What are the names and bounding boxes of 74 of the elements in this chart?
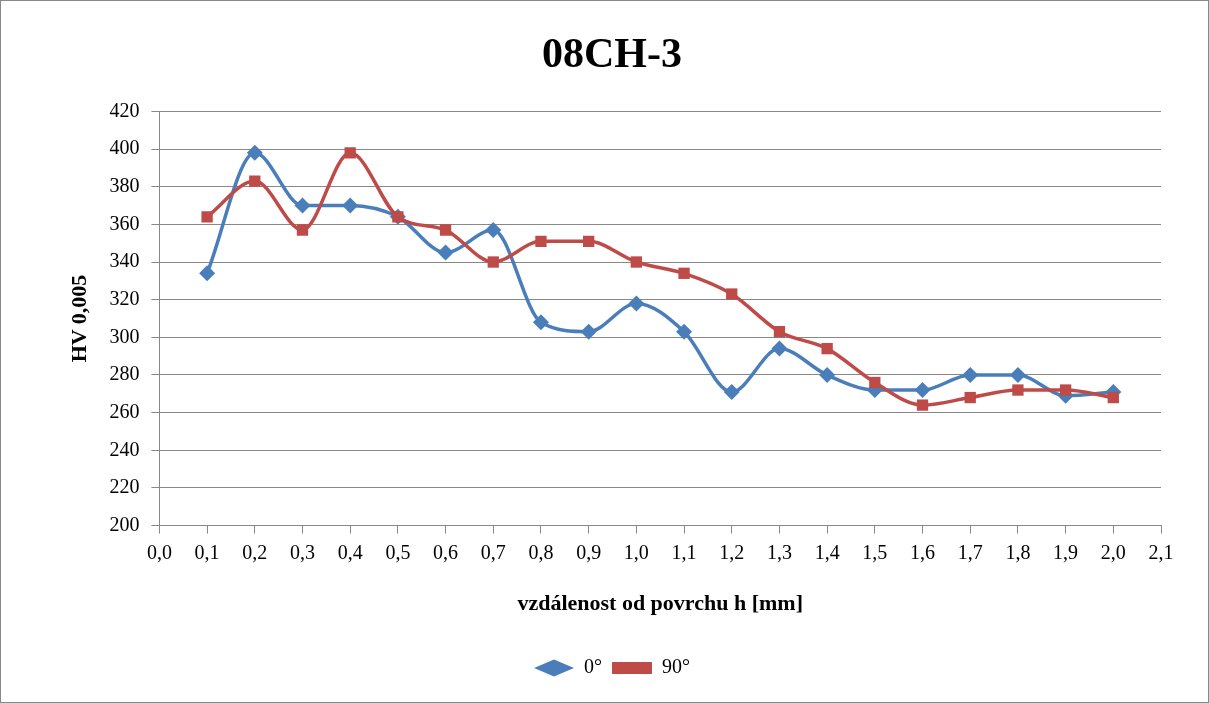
- x-tick-label: 0,6: [433, 540, 459, 563]
- x-tick-label: 0,3: [289, 540, 315, 563]
- point: [583, 235, 595, 247]
- x-tick-label: 0,0: [146, 540, 172, 563]
- point: [723, 383, 740, 400]
- point: [1012, 384, 1024, 396]
- y-tick-label: 360: [109, 211, 140, 234]
- point: [628, 295, 645, 312]
- x-tick-label: 1,8: [1005, 540, 1031, 563]
- point: [439, 224, 452, 236]
- point: [487, 256, 499, 268]
- x-tick-label: 0,7: [480, 540, 506, 563]
- y-tick-label: 240: [109, 437, 140, 460]
- x-tick-label: 1,7: [957, 540, 983, 563]
- point: [914, 382, 931, 399]
- x-tick-label: 0,1: [194, 540, 220, 563]
- point: [962, 366, 979, 383]
- x-tick-label: 2,0: [1100, 540, 1126, 563]
- x-tick-label: 1,2: [719, 540, 745, 563]
- point: [676, 323, 693, 340]
- point: [580, 323, 597, 340]
- point: [916, 399, 929, 411]
- x-tick-label: 2,1: [1148, 540, 1174, 563]
- point: [437, 244, 454, 261]
- x-tick-label: 0,9: [576, 540, 602, 563]
- x-tick-label: 1,9: [1053, 540, 1079, 563]
- x-tick-label: 1,3: [766, 540, 792, 563]
- x-tick-label: 0,8: [528, 540, 554, 563]
- point: [771, 340, 788, 357]
- x-tick-label: 1,6: [910, 540, 936, 563]
- point: [869, 376, 881, 389]
- point: [294, 197, 311, 214]
- point: [201, 211, 213, 223]
- y-tick-label: 420: [109, 98, 140, 121]
- y-tick-label: 320: [109, 286, 140, 309]
- y-axis-title: HV 0,005: [65, 274, 91, 363]
- point: [296, 224, 309, 236]
- y-tick-label: 400: [109, 136, 140, 159]
- legend-label: 0°: [584, 655, 602, 678]
- x-tick-label: 0,4: [337, 540, 363, 563]
- point: [1059, 384, 1072, 396]
- x-axis-title: vzdálenost od povrchu h [mm]: [517, 590, 804, 616]
- y-tick-label: 300: [109, 324, 140, 347]
- point: [246, 144, 263, 161]
- x-tick-label: 1,5: [862, 540, 888, 563]
- y-tick-label: 380: [109, 173, 140, 196]
- x-tick-label: 1,4: [814, 540, 840, 563]
- point: [342, 197, 359, 214]
- point: [678, 267, 690, 279]
- x-tick-label: 1,0: [623, 540, 649, 563]
- x-tick-label: 0,2: [242, 540, 268, 563]
- chart-title: 08CH-3: [542, 30, 682, 77]
- point: [1009, 366, 1026, 383]
- point: [964, 391, 976, 404]
- y-tick-label: 260: [109, 399, 140, 422]
- x-tick-label: 0,5: [385, 540, 411, 563]
- point: [249, 175, 261, 187]
- point: [344, 147, 356, 159]
- point: [485, 222, 502, 239]
- x-tick-label: 1,1: [671, 540, 697, 563]
- point: [535, 235, 547, 247]
- point: [532, 314, 549, 331]
- y-tick-label: 200: [109, 512, 140, 535]
- y-tick-label: 220: [109, 475, 140, 498]
- point: [630, 256, 643, 268]
- point: [819, 366, 836, 383]
- legend-label: 90°: [662, 655, 690, 678]
- y-tick-label: 280: [109, 362, 140, 385]
- y-tick-label: 340: [109, 249, 140, 272]
- point: [199, 265, 216, 282]
- point: [821, 342, 833, 355]
- point: [1107, 391, 1119, 404]
- point: [773, 326, 786, 338]
- point: [726, 288, 738, 300]
